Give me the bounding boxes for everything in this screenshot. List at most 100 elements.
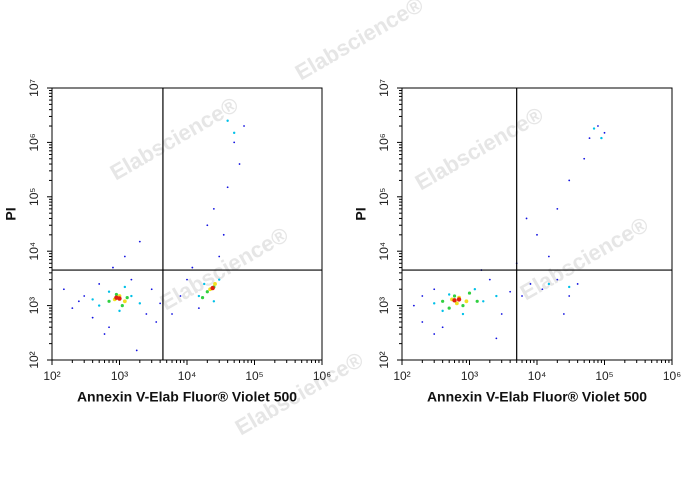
y-tick-label: 10³ xyxy=(377,297,391,314)
event-dot xyxy=(200,296,205,300)
event-dot xyxy=(433,302,436,305)
event-dot xyxy=(421,321,424,323)
event-dot xyxy=(114,292,119,297)
event-dot xyxy=(243,125,245,127)
event-dot xyxy=(213,282,217,286)
event-dot xyxy=(475,299,479,303)
x-tick-label: 10⁶ xyxy=(663,369,681,383)
event-dot xyxy=(205,290,209,294)
event-dot xyxy=(464,299,469,304)
event-dot xyxy=(441,309,444,313)
event-dot xyxy=(107,290,111,293)
event-dot xyxy=(125,296,129,300)
event-dot xyxy=(521,295,523,297)
event-dot xyxy=(525,217,528,220)
event-dot xyxy=(226,119,229,122)
event-dot xyxy=(123,255,126,258)
event-dot xyxy=(118,309,121,313)
event-dot xyxy=(212,207,215,210)
watermark: Elabscience® xyxy=(156,222,293,315)
event-dot xyxy=(206,224,209,227)
event-dot xyxy=(122,299,127,304)
watermark: Elabscience® xyxy=(106,92,243,185)
x-axis-label: Annexin V-Elab Fluor® Violet 500 xyxy=(427,389,647,405)
event-dot xyxy=(495,294,498,298)
event-dot xyxy=(412,304,415,307)
event-dot xyxy=(114,295,119,300)
y-tick-label: 10⁴ xyxy=(377,242,391,261)
watermark: Elabscience® xyxy=(291,0,428,85)
event-dot xyxy=(91,316,94,319)
y-tick-label: 10⁴ xyxy=(27,242,41,261)
event-dot xyxy=(203,282,206,286)
event-dot xyxy=(588,137,591,139)
event-dot xyxy=(541,288,544,291)
event-dot xyxy=(71,307,74,309)
event-dot xyxy=(112,266,114,269)
event-dot xyxy=(145,313,148,315)
event-dot xyxy=(556,207,559,210)
event-dot xyxy=(107,299,111,303)
event-dot xyxy=(495,337,498,340)
event-dot xyxy=(233,141,236,144)
watermark: Elabscience® xyxy=(516,212,653,305)
y-axis-label: PI xyxy=(353,207,369,220)
event-dot xyxy=(171,313,173,315)
event-dot xyxy=(130,294,133,298)
event-dot xyxy=(97,304,101,307)
event-dot xyxy=(138,240,141,243)
event-dot xyxy=(62,288,65,291)
event-dot xyxy=(473,288,477,291)
event-dot xyxy=(467,291,472,295)
event-dot xyxy=(592,127,596,130)
event-dot xyxy=(456,297,462,302)
event-dot xyxy=(600,136,603,140)
x-tick-label: 10⁵ xyxy=(245,369,263,383)
event-dot xyxy=(421,295,424,297)
event-dot xyxy=(488,278,491,281)
event-dot xyxy=(77,300,80,303)
event-dot xyxy=(238,163,241,165)
event-dot xyxy=(159,302,162,305)
x-tick-label: 10⁴ xyxy=(528,369,547,383)
event-dot xyxy=(547,255,550,258)
event-dot xyxy=(83,295,86,297)
x-tick-label: 10⁴ xyxy=(178,369,197,383)
x-tick-label: 10⁶ xyxy=(313,369,331,383)
event-dot xyxy=(197,294,201,298)
event-dot xyxy=(500,313,503,315)
event-dot xyxy=(597,125,599,127)
event-dot xyxy=(191,266,194,269)
event-dot xyxy=(210,285,215,291)
event-dot xyxy=(155,321,158,323)
event-dot xyxy=(482,300,485,303)
event-dot xyxy=(603,131,606,134)
event-dot xyxy=(447,293,451,296)
event-dot xyxy=(91,298,94,301)
event-dot xyxy=(212,300,216,303)
event-dot xyxy=(562,313,565,315)
x-tick-label: 10² xyxy=(393,369,410,383)
event-dot xyxy=(218,278,221,281)
y-axis-label: PI xyxy=(3,207,19,220)
event-dot xyxy=(135,349,138,352)
event-dot xyxy=(179,295,182,297)
y-tick-label: 10⁵ xyxy=(27,188,41,206)
event-dot xyxy=(120,304,124,308)
y-tick-label: 10⁶ xyxy=(27,133,41,151)
event-dot xyxy=(547,282,551,286)
event-dot xyxy=(103,333,106,335)
y-tick-label: 10² xyxy=(27,351,41,368)
event-dot xyxy=(568,179,571,182)
event-dot xyxy=(452,294,457,298)
y-tick-label: 10⁶ xyxy=(377,133,391,151)
event-dot xyxy=(576,283,579,285)
event-dot xyxy=(452,298,457,303)
event-dot xyxy=(583,157,586,160)
event-dot xyxy=(447,306,451,310)
x-tick-label: 10³ xyxy=(111,369,128,383)
event-dot xyxy=(441,299,445,303)
event-dot xyxy=(441,326,444,329)
event-dot xyxy=(529,283,532,285)
